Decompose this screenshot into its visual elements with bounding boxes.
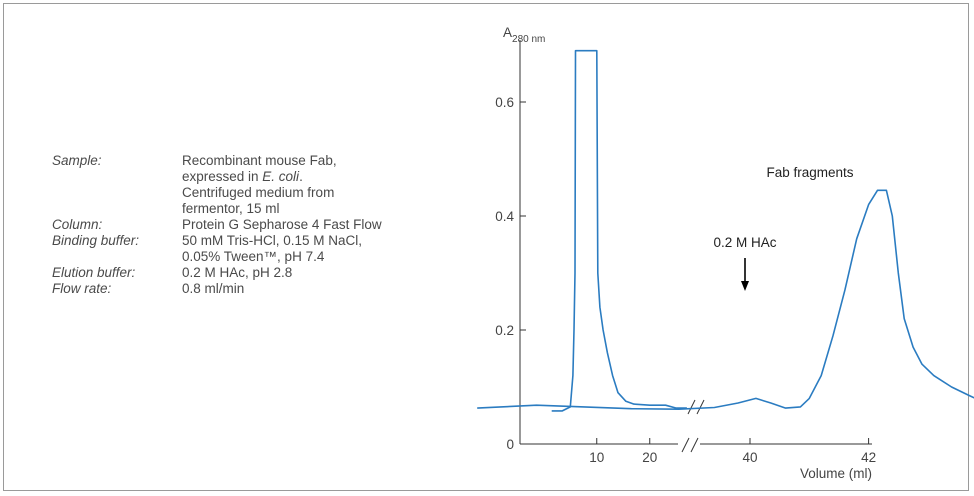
condition-row: Binding buffer: 50 mM Tris-HCl, 0.15 M Na… bbox=[52, 233, 382, 265]
y-axis-label: A280 nm bbox=[503, 25, 545, 45]
condition-value-line: Centrifuged medium from bbox=[182, 185, 335, 200]
condition-row: Flow rate: 0.8 ml/min bbox=[52, 281, 382, 297]
y-tick-label: 0.2 bbox=[495, 323, 514, 338]
trace-break-mark bbox=[687, 399, 696, 415]
trace-break-mark bbox=[696, 399, 705, 415]
condition-label: Column: bbox=[52, 217, 103, 232]
condition-row: Column: Protein G Sepharose 4 Fast Flow bbox=[52, 217, 382, 233]
condition-value-line: Protein G Sepharose 4 Fast Flow bbox=[182, 217, 382, 232]
y-tick-label: 0.4 bbox=[495, 209, 514, 224]
condition-value-line: fermentor, 15 ml bbox=[182, 201, 280, 216]
x-tick-label: 10 bbox=[589, 450, 604, 465]
figure-frame bbox=[3, 3, 969, 491]
condition-value: 0.8 ml/min bbox=[182, 281, 382, 297]
x-axis-label: Volume (ml) bbox=[800, 466, 872, 481]
condition-value-line: 50 mM Tris-HCl, 0.15 M NaCl, bbox=[182, 233, 363, 248]
condition-row: Sample: Recombinant mouse Fab, expressed i… bbox=[52, 153, 382, 217]
elution-arrow-head bbox=[741, 281, 749, 291]
condition-value: Recombinant mouse Fab, expressed in E. co… bbox=[182, 153, 382, 217]
condition-value-line: expressed in E. coli. bbox=[182, 169, 303, 184]
x-tick-label: 42 bbox=[861, 450, 876, 465]
axis-break-mark bbox=[681, 437, 690, 453]
condition-value-line: 0.8 ml/min bbox=[182, 281, 245, 296]
peak-label: Fab fragments bbox=[766, 165, 853, 180]
x-tick-label: 40 bbox=[742, 450, 757, 465]
run-conditions: Sample: Recombinant mouse Fab, expressed i… bbox=[52, 153, 382, 297]
condition-value: 50 mM Tris-HCl, 0.15 M NaCl, 0.05% Tween™… bbox=[182, 233, 382, 265]
condition-row: Elution buffer: 0.2 M HAc, pH 2.8 bbox=[52, 265, 382, 281]
trace-segment bbox=[551, 49, 687, 412]
condition-value-line: 0.05% Tween™, pH 7.4 bbox=[182, 249, 325, 264]
condition-value-line: 0.2 M HAc, pH 2.8 bbox=[182, 265, 293, 280]
condition-label: Flow rate: bbox=[52, 281, 112, 296]
condition-label: Binding buffer: bbox=[52, 233, 140, 248]
elution-arrow-label: 0.2 M HAc bbox=[713, 235, 776, 250]
condition-value: 0.2 M HAc, pH 2.8 bbox=[182, 265, 382, 281]
x-tick-label: 20 bbox=[642, 450, 657, 465]
condition-value: Protein G Sepharose 4 Fast Flow bbox=[182, 217, 382, 233]
trace-segment bbox=[477, 189, 974, 410]
y-tick-label: 0 bbox=[506, 437, 514, 452]
condition-label: Sample: bbox=[52, 153, 102, 168]
y-tick-label: 0.6 bbox=[495, 95, 514, 110]
axis-break-mark bbox=[690, 437, 699, 453]
condition-label: Elution buffer: bbox=[52, 265, 136, 280]
condition-value-line: Recombinant mouse Fab, bbox=[182, 153, 337, 168]
